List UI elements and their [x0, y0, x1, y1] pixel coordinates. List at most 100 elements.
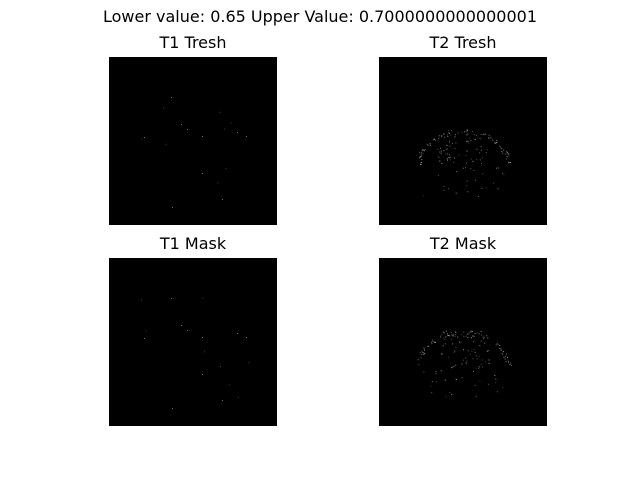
- speckle-pixel: [448, 129, 450, 131]
- speckle-pixel: [461, 363, 463, 365]
- speckle-pixel: [419, 156, 421, 158]
- speckle-pixel: [438, 138, 440, 140]
- speckle-pixel: [488, 135, 490, 137]
- speckle-pixel: [431, 392, 433, 394]
- speckle-pixel: [440, 334, 442, 336]
- speckle-pixel: [181, 325, 182, 326]
- speckle-pixel: [419, 152, 421, 154]
- speckle-pixel: [181, 124, 182, 125]
- speckle-pixel: [508, 361, 509, 363]
- speckle-pixel: [480, 134, 482, 135]
- panel-t1-mask: T1 Mask: [109, 234, 277, 426]
- speckle-pixel: [237, 396, 239, 398]
- speckle-pixel: [452, 335, 454, 337]
- speckle-pixel: [438, 135, 440, 137]
- speckle-pixel: [225, 168, 227, 170]
- speckle-pixel: [447, 334, 449, 336]
- speckle-pixel: [482, 337, 484, 339]
- speckle-pixel: [246, 337, 247, 338]
- speckle-pixel: [467, 333, 469, 335]
- speckle-pixel: [494, 142, 495, 144]
- speckle-pixel: [442, 345, 444, 347]
- speckle-pixel: [494, 375, 496, 376]
- speckle-pixel: [187, 129, 188, 130]
- speckle-pixel: [444, 332, 446, 334]
- speckle-pixel: [443, 133, 445, 134]
- speckle-pixel: [475, 395, 477, 397]
- speckle-pixel: [465, 335, 467, 337]
- speckle-pixel: [465, 167, 466, 169]
- speckle-pixel: [429, 143, 431, 145]
- speckle-pixel: [498, 145, 500, 147]
- speckle-pixel: [449, 154, 451, 156]
- speckle-pixel: [426, 143, 428, 145]
- speckle-pixel: [507, 153, 509, 155]
- speckle-pixel: [466, 180, 468, 182]
- speckle-pixel: [509, 162, 511, 163]
- speckle-pixel: [421, 151, 423, 153]
- speckle-pixel: [473, 341, 474, 343]
- speckle-pixel: [222, 199, 223, 200]
- speckle-pixel: [470, 168, 472, 170]
- panel-title: T1 Tresh: [159, 33, 227, 52]
- speckle-pixel: [455, 142, 457, 144]
- speckle-pixel: [492, 139, 494, 141]
- speckle-pixel: [467, 140, 469, 142]
- speckle-pixel: [445, 330, 447, 332]
- speckle-pixel: [202, 297, 204, 299]
- speckle-pixel: [217, 182, 219, 184]
- speckle-pixel: [428, 345, 430, 347]
- speckle-pixel: [466, 130, 468, 132]
- speckle-pixel: [202, 337, 203, 338]
- speckle-pixel: [479, 380, 481, 382]
- speckle-pixel: [497, 140, 498, 142]
- speckle-pixel: [430, 385, 432, 387]
- speckle-pixel: [508, 162, 510, 164]
- speckle-pixel: [455, 334, 457, 336]
- speckle-pixel: [463, 335, 465, 337]
- speckle-pixel: [452, 143, 453, 145]
- speckle-pixel: [497, 391, 498, 393]
- speckle-pixel: [506, 353, 507, 355]
- speckle-pixel: [504, 153, 506, 155]
- speckle-pixel: [505, 361, 507, 363]
- speckle-pixel: [230, 122, 232, 124]
- speckle-pixel: [419, 352, 421, 354]
- speckle-pixel: [510, 365, 512, 366]
- speckle-pixel: [445, 153, 447, 155]
- speckle-pixel: [506, 158, 508, 160]
- speckle-pixel: [202, 173, 203, 174]
- speckle-pixel: [454, 330, 456, 332]
- speckle-pixel: [507, 359, 509, 361]
- speckle-pixel: [248, 362, 250, 364]
- speckle-pixel: [509, 161, 511, 163]
- speckle-pixel: [452, 366, 454, 368]
- speckle-pixel: [496, 142, 498, 144]
- speckle-pixel: [495, 142, 497, 144]
- speckle-pixel: [237, 132, 238, 133]
- t1-thresh-image: [109, 57, 277, 225]
- speckle-pixel: [479, 152, 481, 154]
- speckle-pixel: [424, 349, 425, 351]
- speckle-pixel: [455, 332, 457, 333]
- speckle-pixel: [449, 145, 451, 147]
- speckle-pixel: [463, 349, 465, 351]
- speckle-pixel: [474, 179, 476, 181]
- speckle-pixel: [453, 352, 455, 354]
- speckle-pixel: [423, 149, 425, 151]
- speckle-pixel: [503, 351, 505, 353]
- speckle-pixel: [474, 139, 476, 140]
- speckle-pixel: [480, 331, 482, 333]
- speckle-pixel: [144, 137, 145, 138]
- speckle-pixel: [496, 167, 497, 169]
- speckle-pixel: [443, 133, 445, 135]
- speckle-pixel: [222, 400, 223, 401]
- speckle-pixel: [479, 345, 481, 347]
- speckle-pixel: [476, 159, 478, 160]
- speckle-pixel: [429, 144, 431, 146]
- speckle-pixel: [220, 365, 221, 367]
- speckle-pixel: [440, 152, 442, 154]
- speckle-pixel: [448, 157, 450, 159]
- speckle-pixel: [432, 139, 434, 141]
- speckle-pixel: [466, 129, 468, 131]
